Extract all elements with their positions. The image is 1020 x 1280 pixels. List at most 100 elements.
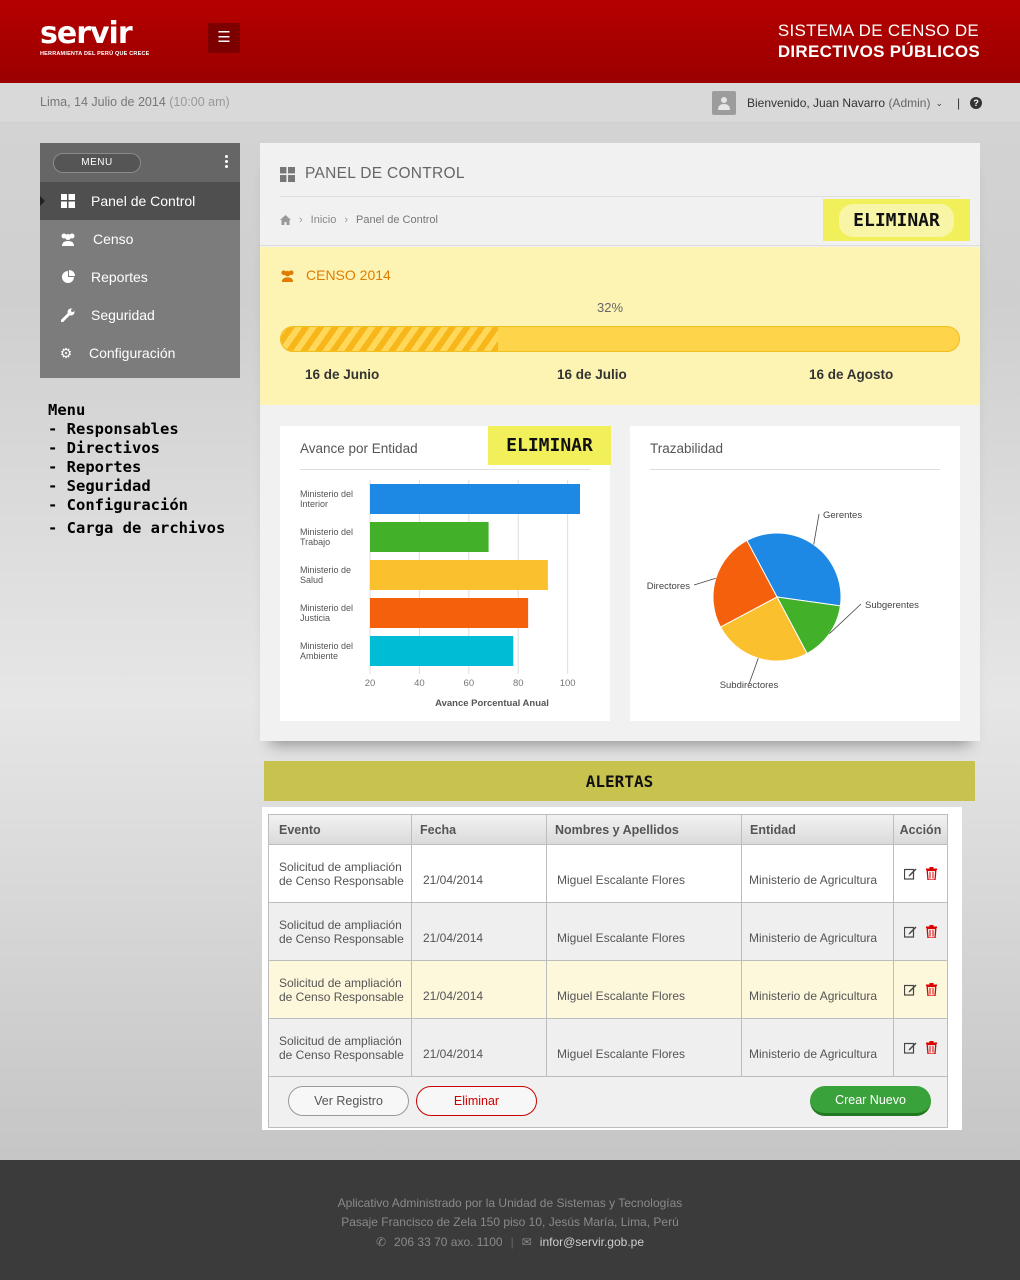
divider: [280, 196, 960, 197]
edit-icon[interactable]: [904, 983, 917, 996]
cell-entidad: Ministerio de Agricultura: [742, 1019, 894, 1076]
cell-nombre: Miguel Escalante Flores: [547, 845, 742, 902]
menu-annotation-item: - Carga de archivos: [48, 519, 226, 537]
avance-chart-card: Avance por Entidad ELIMINAR 20 40 60 80 100 M…: [280, 426, 611, 721]
table-row[interactable]: Solicitud de ampliación de Censo Respons…: [269, 961, 947, 1019]
separator: |: [957, 96, 961, 110]
eliminar-annotation-label: ELIMINAR: [839, 203, 954, 237]
user-welcome[interactable]: Bienvenido, Juan Navarro (Admin): [747, 96, 930, 110]
column-header[interactable]: Entidad: [742, 815, 894, 844]
cell-accion: [894, 1019, 947, 1076]
cell-fecha: 21/04/2014: [412, 1019, 547, 1076]
wrench-icon: [60, 307, 76, 323]
sidebar-item-label: Configuración: [89, 345, 176, 361]
progress-bar-fill: [281, 327, 498, 351]
cell-fecha: 21/04/2014: [412, 961, 547, 1018]
footer-line2: Pasaje Francisco de Zela 150 piso 10, Je…: [341, 1215, 679, 1229]
edit-icon[interactable]: [904, 867, 917, 880]
column-header[interactable]: Evento: [269, 815, 412, 844]
trash-icon[interactable]: [926, 983, 937, 996]
x-axis-label: Avance Porcentual Anual: [435, 698, 549, 709]
sidebar: MENU Panel de Control Censo Reportes Seg…: [40, 143, 240, 378]
cell-accion: [894, 845, 947, 902]
y-category-label: Ministerio de: [300, 565, 351, 575]
sidebar-item-panel-de-control[interactable]: Panel de Control: [40, 182, 240, 220]
page-title-text: PANEL DE CONTROL: [305, 165, 465, 182]
sidebar-item-label: Panel de Control: [91, 193, 196, 209]
x-tick-label: 60: [464, 678, 475, 689]
y-category-label: Trabajo: [300, 537, 330, 547]
avatar[interactable]: [712, 91, 736, 115]
column-header[interactable]: Fecha: [412, 815, 547, 844]
footer-contact: ✆ 206 33 70 axo. 1100 | ✉ infor@servir.g…: [0, 1235, 1020, 1249]
servir-logo[interactable]: servir HERRAMIENTA DEL PERÚ QUE CRECE: [40, 18, 150, 58]
envelope-icon: ✉: [521, 1235, 532, 1249]
pie-label: Directores: [647, 581, 691, 592]
home-icon[interactable]: [280, 215, 291, 225]
alerts-title: ALERTAS: [264, 761, 975, 801]
bar: [370, 636, 514, 666]
pie-chart: Gerentes Subgerentes Subdirectores Director…: [647, 510, 919, 691]
user-menu[interactable]: Bienvenido, Juan Navarro (Admin) ⌄ | ?: [712, 91, 983, 115]
cell-entidad: Ministerio de Agricultura: [742, 903, 894, 960]
table-row[interactable]: Solicitud de ampliación de Censo Respons…: [269, 1019, 947, 1077]
column-header[interactable]: Nombres y Apellidos: [547, 815, 742, 844]
y-category-label: Interior: [300, 499, 328, 509]
pie-leader-line: [813, 513, 820, 545]
main-panel: PANEL DE CONTROL › Inicio › Panel de Con…: [260, 143, 980, 741]
eliminar-annotation-top: ELIMINAR: [823, 199, 970, 241]
separator: |: [510, 1235, 514, 1249]
trash-icon[interactable]: [926, 925, 937, 938]
edit-icon[interactable]: [904, 925, 917, 938]
menu-annotation-item: - Responsables: [48, 420, 179, 438]
x-tick-label: 20: [365, 678, 376, 689]
chevron-down-icon[interactable]: ⌄: [935, 97, 943, 108]
sidebar-item-censo[interactable]: Censo: [40, 220, 240, 258]
edit-icon[interactable]: [904, 1041, 917, 1054]
cell-entidad: Ministerio de Agricultura: [742, 845, 894, 902]
cell-accion: [894, 961, 947, 1018]
sidebar-item-label: Seguridad: [91, 307, 155, 323]
gear-icon: ⚙: [59, 344, 73, 361]
breadcrumb: › Inicio › Panel de Control: [280, 214, 438, 226]
alerts-table-container: Evento Fecha Nombres y Apellidos Entidad…: [262, 807, 962, 1130]
breadcrumb-current: Panel de Control: [356, 214, 438, 226]
milestone-date-end: 16 de Agosto: [809, 367, 894, 382]
create-new-button[interactable]: Crear Nuevo: [810, 1086, 931, 1116]
sidebar-item-reportes[interactable]: Reportes: [40, 258, 240, 296]
trash-icon[interactable]: [926, 1041, 937, 1054]
more-options-icon[interactable]: [225, 155, 228, 170]
help-icon[interactable]: ?: [970, 97, 983, 109]
x-tick-label: 80: [513, 678, 524, 689]
sidebar-item-seguridad[interactable]: Seguridad: [40, 296, 240, 334]
cell-evento: Solicitud de ampliación de Censo Respons…: [269, 961, 412, 1018]
cell-accion: [894, 903, 947, 960]
milestone-date-start: 16 de Junio: [305, 367, 380, 382]
column-header: Acción: [899, 822, 942, 837]
breadcrumb-inicio[interactable]: Inicio: [310, 214, 337, 226]
user-icon: [718, 97, 730, 110]
cell-evento: Solicitud de ampliación de Censo Respons…: [269, 845, 412, 902]
sidebar-header: MENU: [40, 143, 240, 182]
sidebar-item-configuracion[interactable]: ⚙ Configuración: [40, 334, 240, 372]
table-row[interactable]: Solicitud de ampliación de Censo Respons…: [269, 845, 947, 903]
y-category-label: Ambiente: [300, 651, 338, 661]
cell-evento: Solicitud de ampliación de Censo Respons…: [269, 1019, 412, 1076]
delete-button[interactable]: Eliminar: [416, 1086, 537, 1116]
divider: [650, 469, 940, 470]
sidebar-item-label: Reportes: [91, 269, 148, 285]
table-row[interactable]: Solicitud de ampliación de Censo Respons…: [269, 903, 947, 961]
divider: [300, 469, 590, 470]
menu-label[interactable]: MENU: [53, 153, 141, 173]
bar: [370, 484, 580, 514]
hamburger-menu-button[interactable]: ☰: [208, 23, 240, 53]
bar: [370, 598, 529, 628]
trash-icon[interactable]: [926, 867, 937, 880]
footer-email[interactable]: infor@servir.gob.pe: [539, 1235, 645, 1249]
view-record-button[interactable]: Ver Registro: [288, 1086, 409, 1116]
footer-phone: 206 33 70 axo. 1100: [394, 1235, 503, 1249]
chevron-right-icon: ›: [344, 214, 349, 226]
page-title: PANEL DE CONTROL: [280, 165, 465, 183]
pie-slice: [776, 596, 841, 655]
